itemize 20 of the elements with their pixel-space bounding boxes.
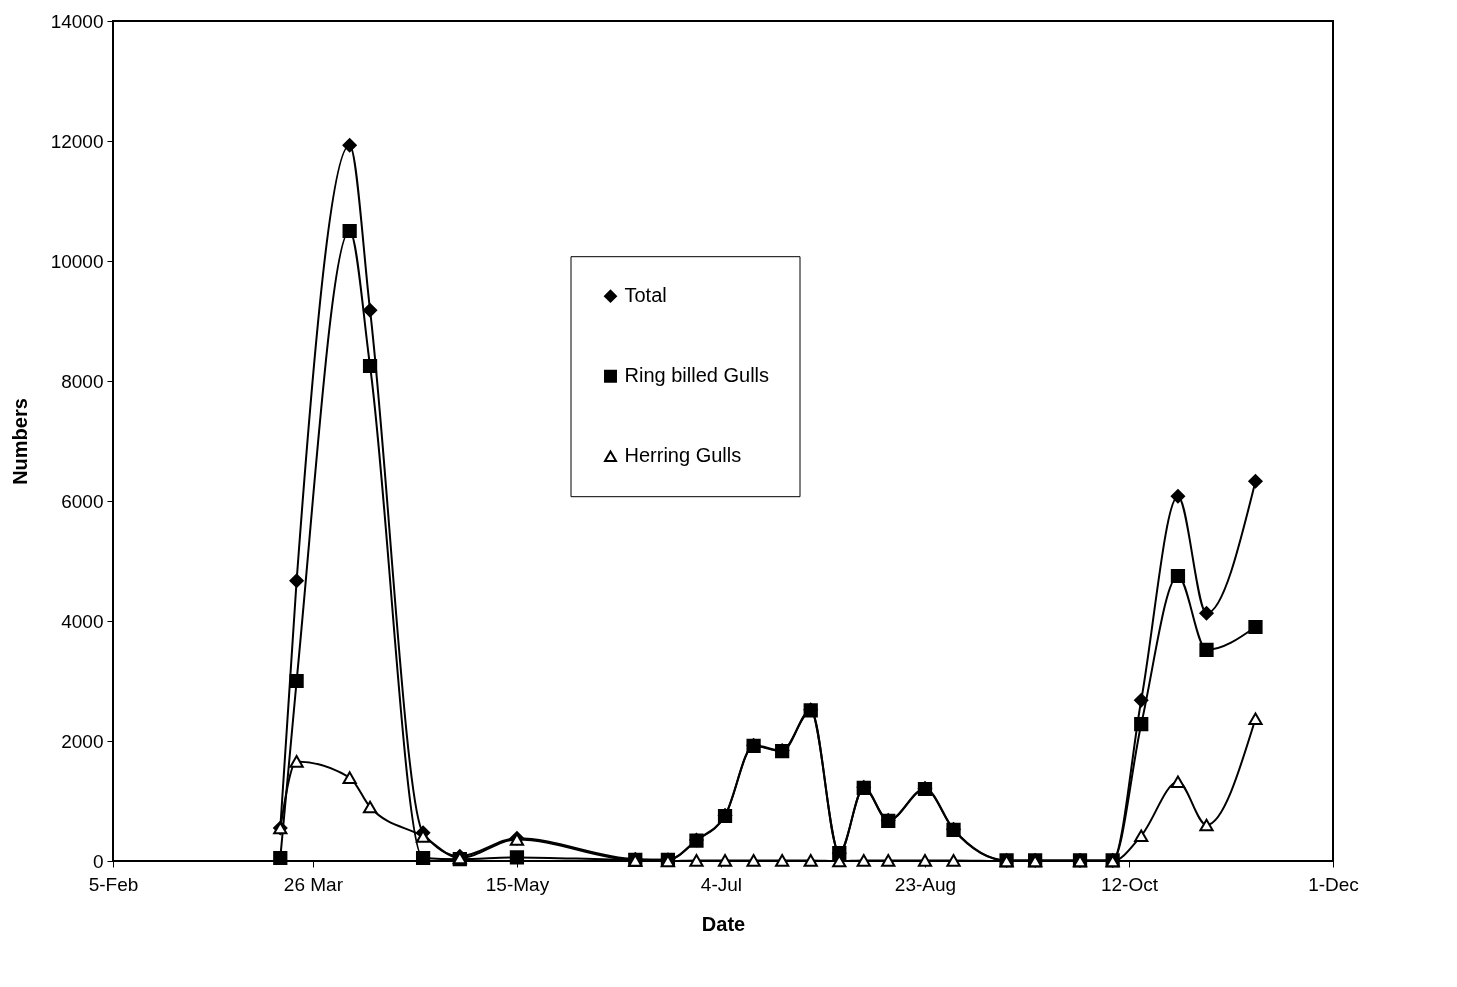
y-tick-label: 2000 [61, 730, 104, 752]
x-tick-label: 5-Feb [88, 873, 139, 895]
y-tick-label: 14000 [50, 10, 104, 32]
x-tick-label: 15-May [485, 873, 550, 895]
legend-label: Ring billed Gulls [624, 364, 770, 387]
x-tick-label: 23-Aug [894, 873, 957, 895]
y-axis-title: Numbers [8, 398, 31, 485]
y-tick-label: 6000 [61, 490, 104, 512]
y-tick-label: 4000 [61, 610, 104, 632]
legend-label: Total [624, 284, 667, 307]
x-tick-label: 26 Mar [283, 873, 344, 895]
y-tick-label: 10000 [50, 250, 104, 272]
y-tick-label: 12000 [50, 130, 104, 152]
x-axis-title: Date [701, 912, 746, 935]
y-tick-label: 0 [92, 850, 104, 872]
x-tick-label: 12-Oct [1100, 873, 1159, 895]
x-tick-label: 1-Dec [1308, 873, 1359, 895]
x-tick-label: 4-Jul [700, 873, 743, 895]
y-tick-label: 8000 [61, 370, 104, 392]
legend-label: Herring Gulls [624, 444, 742, 467]
